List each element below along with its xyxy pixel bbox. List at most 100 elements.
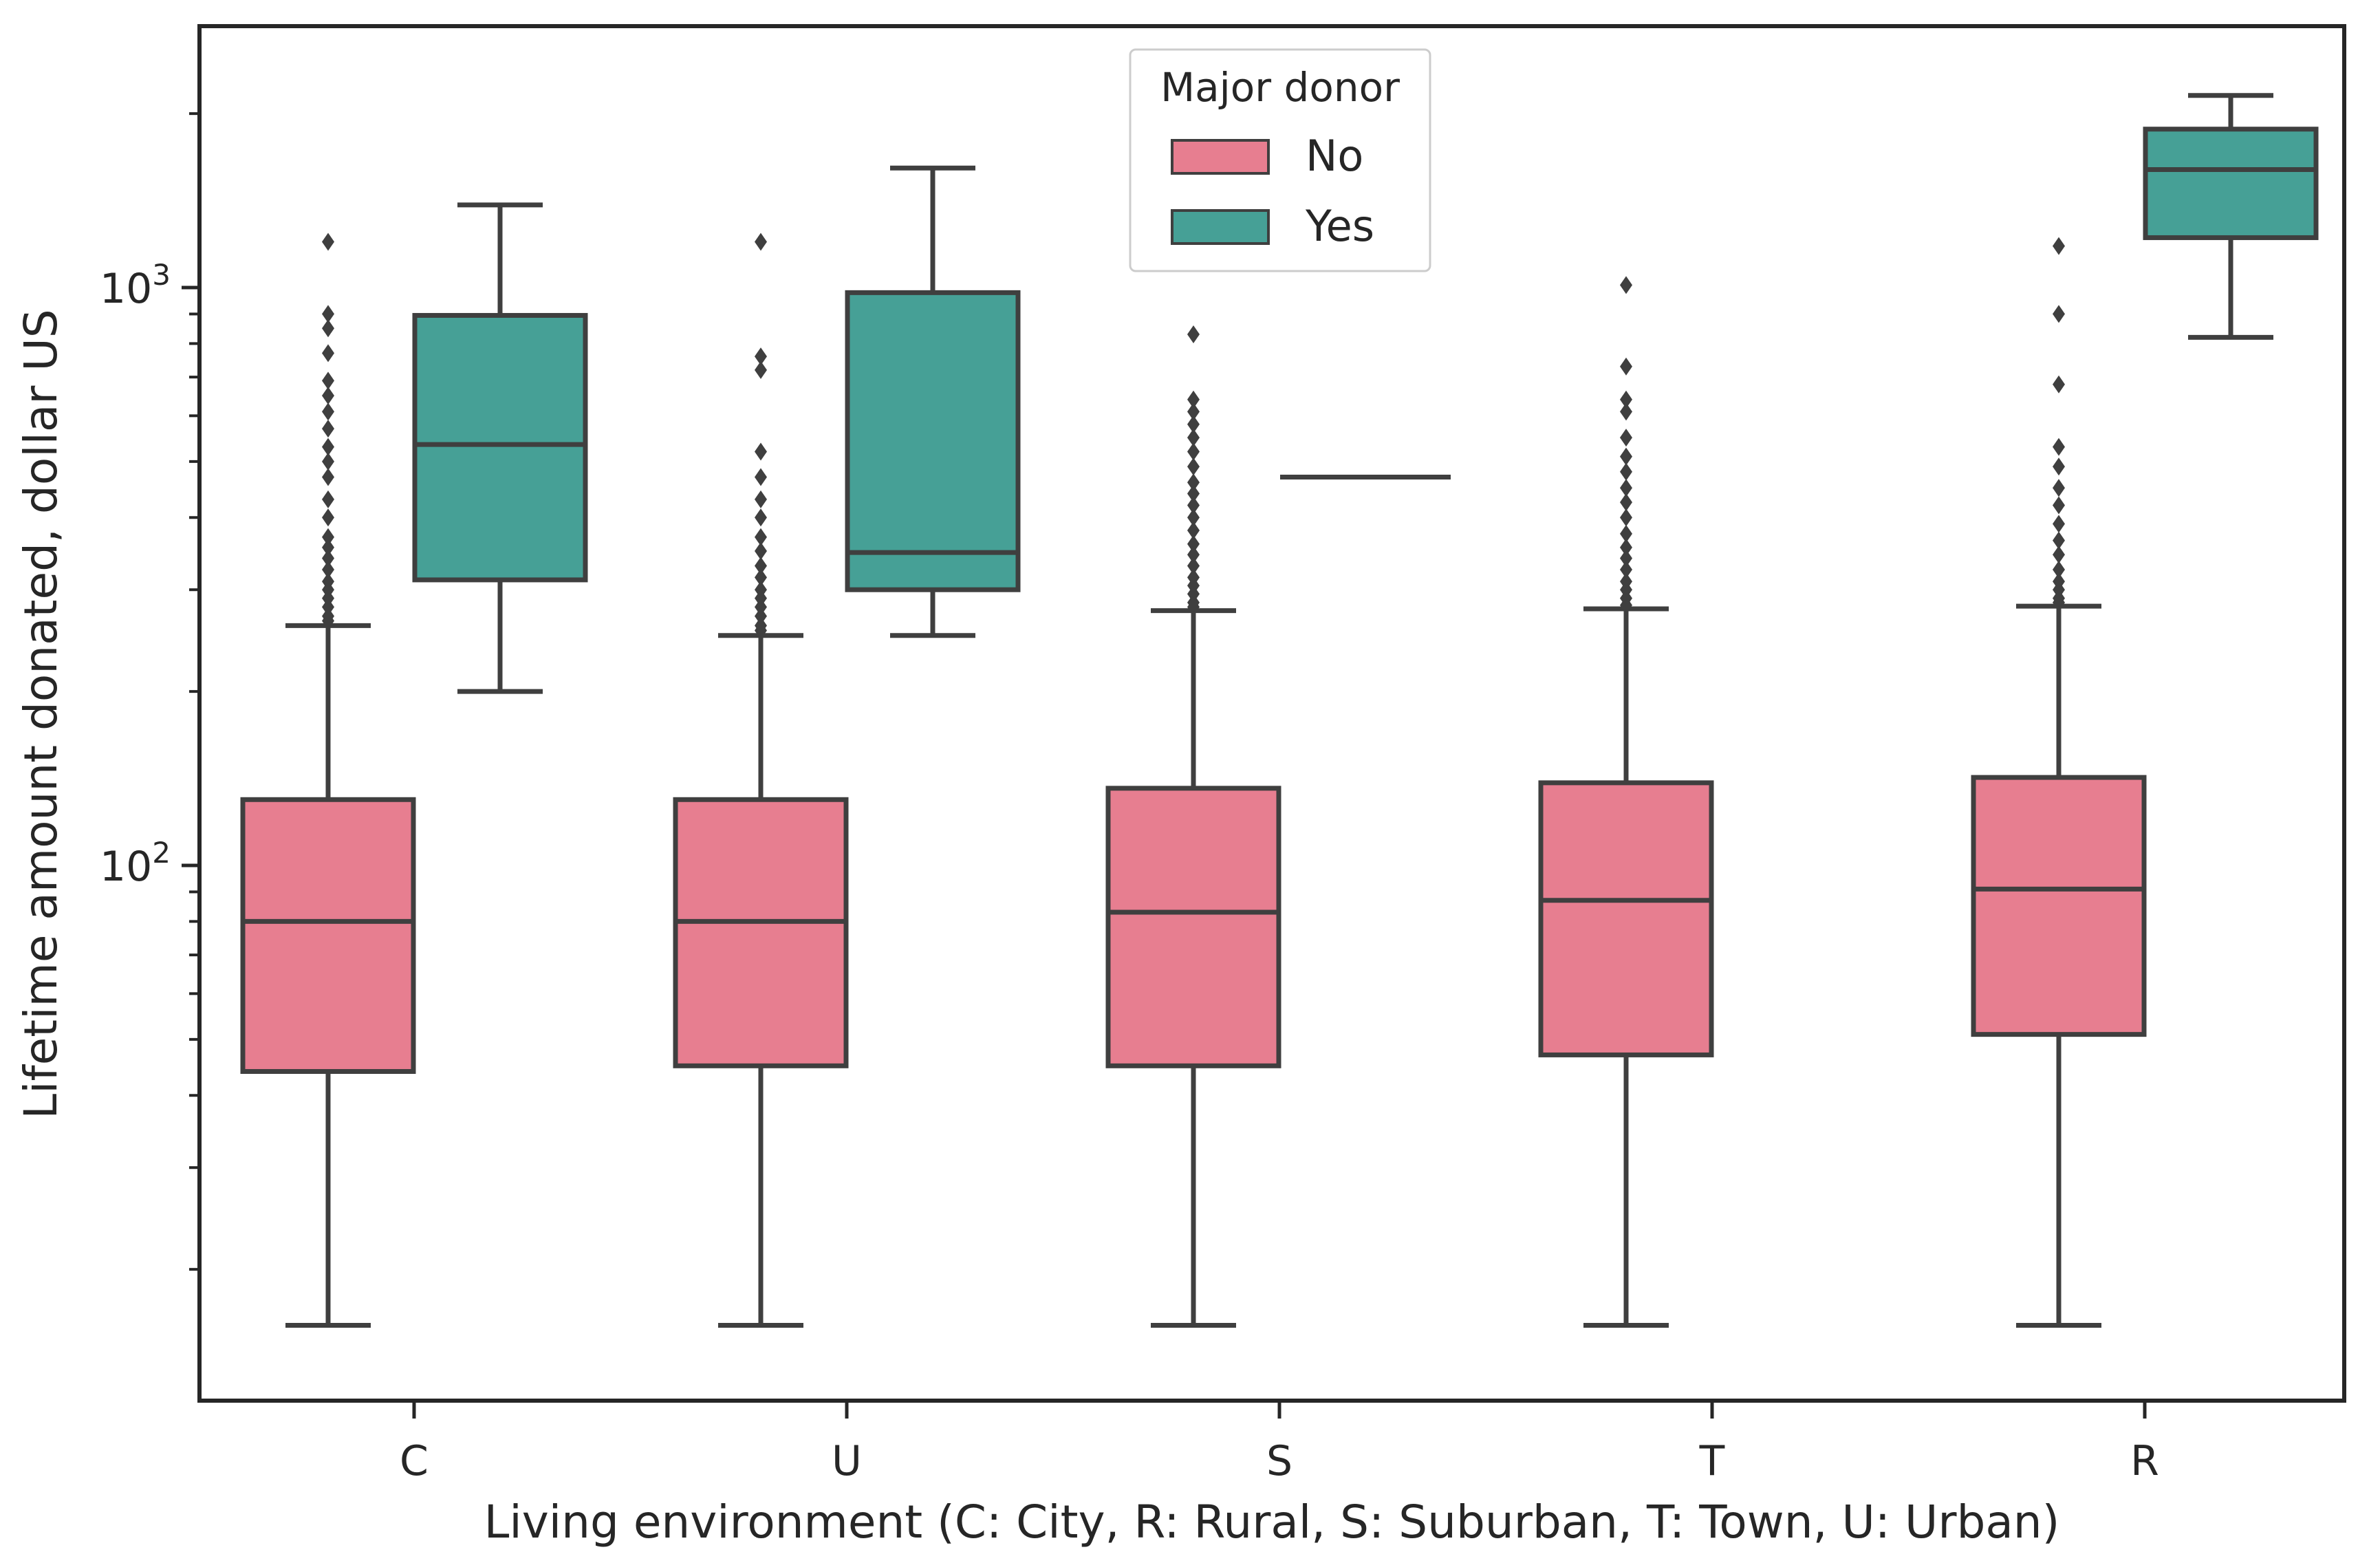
box-c-no — [240, 233, 416, 1328]
outlier-r-no-7 — [2053, 515, 2065, 533]
outlier-t-no-16 — [1620, 357, 1632, 376]
outlier-c-no-15 — [322, 420, 334, 438]
outlier-s-no-14 — [1187, 442, 1200, 461]
outlier-r-no-9 — [2053, 479, 2065, 497]
outlier-c-no-5 — [322, 572, 334, 591]
x-tick-label-r: R — [2130, 1437, 2159, 1485]
x-tick-label-t: T — [1699, 1437, 1725, 1485]
outlier-u-no-11 — [755, 490, 767, 508]
outlier-r-no-6 — [2053, 531, 2065, 550]
outlier-s-no-9 — [1187, 508, 1200, 527]
legend-item-yes: Yes — [1171, 201, 1374, 251]
legend-swatch-yes — [1171, 209, 1270, 245]
iqr-box-u-no — [673, 797, 849, 1068]
outlier-r-no-3 — [2053, 572, 2065, 591]
outlier-c-no-9 — [322, 528, 334, 546]
y-axis-label: Lifetime amount donated, dollar US — [14, 309, 67, 1119]
outlier-s-no-18 — [1187, 390, 1200, 409]
outlier-t-no-7 — [1620, 524, 1632, 543]
outlier-t-no-8 — [1620, 508, 1632, 527]
box-r-no — [1971, 237, 2147, 1328]
outlier-u-no-13 — [755, 442, 767, 461]
outlier-t-no-12 — [1620, 447, 1632, 466]
outlier-c-no-21 — [322, 305, 334, 323]
iqr-box-c-yes — [412, 312, 588, 583]
legend-label-yes: Yes — [1305, 201, 1374, 251]
outlier-c-no-20 — [322, 319, 334, 338]
outlier-c-no-11 — [322, 490, 334, 508]
outlier-s-no-11 — [1187, 484, 1200, 503]
outlier-c-no-17 — [322, 387, 334, 405]
outlier-c-no-19 — [322, 344, 334, 363]
outlier-c-no-1 — [322, 607, 334, 625]
outlier-s-no-15 — [1187, 429, 1200, 447]
box-t-no — [1538, 276, 1714, 1328]
box-u-yes — [845, 165, 1021, 638]
outlier-s-no-6 — [1187, 546, 1200, 564]
outlier-s-no-5 — [1187, 557, 1200, 575]
legend-item-no: No — [1171, 131, 1363, 181]
outlier-s-no-17 — [1187, 402, 1200, 421]
outlier-u-no-8 — [755, 541, 767, 560]
x-tick-label-u: U — [832, 1437, 862, 1485]
outlier-c-no-18 — [322, 371, 334, 390]
legend-label-no: No — [1306, 131, 1363, 181]
iqr-box-c-no — [240, 797, 416, 1074]
iqr-box-r-yes — [2143, 127, 2319, 240]
box-r-yes — [2143, 93, 2319, 340]
outlier-c-no-7 — [322, 549, 334, 568]
outlier-r-no-4 — [2053, 561, 2065, 579]
outlier-u-no-10 — [755, 508, 767, 527]
x-axis-label: Living environment (C: City, R: Rural, S… — [484, 1496, 2060, 1549]
plot-frame — [197, 24, 2346, 1403]
outlier-c-no-6 — [322, 561, 334, 579]
outlier-u-no-2 — [755, 607, 767, 625]
outlier-t-no-4 — [1620, 561, 1632, 579]
legend-swatch-no — [1171, 139, 1270, 175]
outlier-t-no-5 — [1620, 549, 1632, 568]
outlier-s-no-8 — [1187, 521, 1200, 539]
iqr-box-u-yes — [845, 290, 1021, 592]
outlier-u-no-14 — [755, 360, 767, 379]
y-tick-label-1000: 103 — [100, 258, 171, 313]
outlier-c-no-12 — [322, 468, 334, 486]
outlier-u-no-16 — [755, 233, 767, 251]
outlier-u-no-12 — [755, 468, 767, 486]
x-tick-label-c: C — [400, 1437, 429, 1485]
outlier-u-no-5 — [755, 581, 767, 599]
outlier-t-no-9 — [1620, 493, 1632, 512]
outlier-r-no-11 — [2053, 438, 2065, 456]
iqr-box-s-no — [1105, 786, 1281, 1068]
outlier-r-no-13 — [2053, 305, 2065, 323]
outlier-c-no-22 — [322, 233, 334, 251]
outlier-r-no-5 — [2053, 546, 2065, 564]
outlier-u-no-9 — [755, 528, 767, 546]
outlier-t-no-15 — [1620, 390, 1632, 409]
outlier-s-no-4 — [1187, 568, 1200, 587]
outlier-c-no-10 — [322, 508, 334, 527]
outlier-r-no-14 — [2053, 237, 2065, 255]
outlier-r-no-8 — [2053, 496, 2065, 515]
outlier-t-no-6 — [1620, 538, 1632, 557]
outlier-t-no-10 — [1620, 479, 1632, 497]
outlier-u-no-6 — [755, 568, 767, 587]
outlier-c-no-16 — [322, 402, 334, 421]
outlier-u-no-15 — [755, 347, 767, 366]
outlier-s-no-7 — [1187, 535, 1200, 553]
plot-area — [240, 93, 2319, 1328]
iqr-box-r-no — [1971, 775, 2147, 1037]
outlier-u-no-7 — [755, 557, 767, 575]
legend-title: Major donor — [1160, 64, 1400, 111]
outlier-t-no-17 — [1620, 276, 1632, 294]
legend: Major donor No Yes — [1129, 48, 1431, 272]
outlier-s-no-16 — [1187, 415, 1200, 433]
outlier-s-no-13 — [1187, 457, 1200, 476]
outlier-t-no-11 — [1620, 462, 1632, 481]
x-tick-label-s: S — [1266, 1437, 1292, 1485]
box-c-yes — [412, 202, 588, 694]
outlier-u-no-1 — [755, 616, 767, 635]
axes: C U S T R 102 103 — [100, 112, 2159, 1485]
iqr-box-t-no — [1538, 780, 1714, 1057]
outlier-s-no-12 — [1187, 473, 1200, 492]
